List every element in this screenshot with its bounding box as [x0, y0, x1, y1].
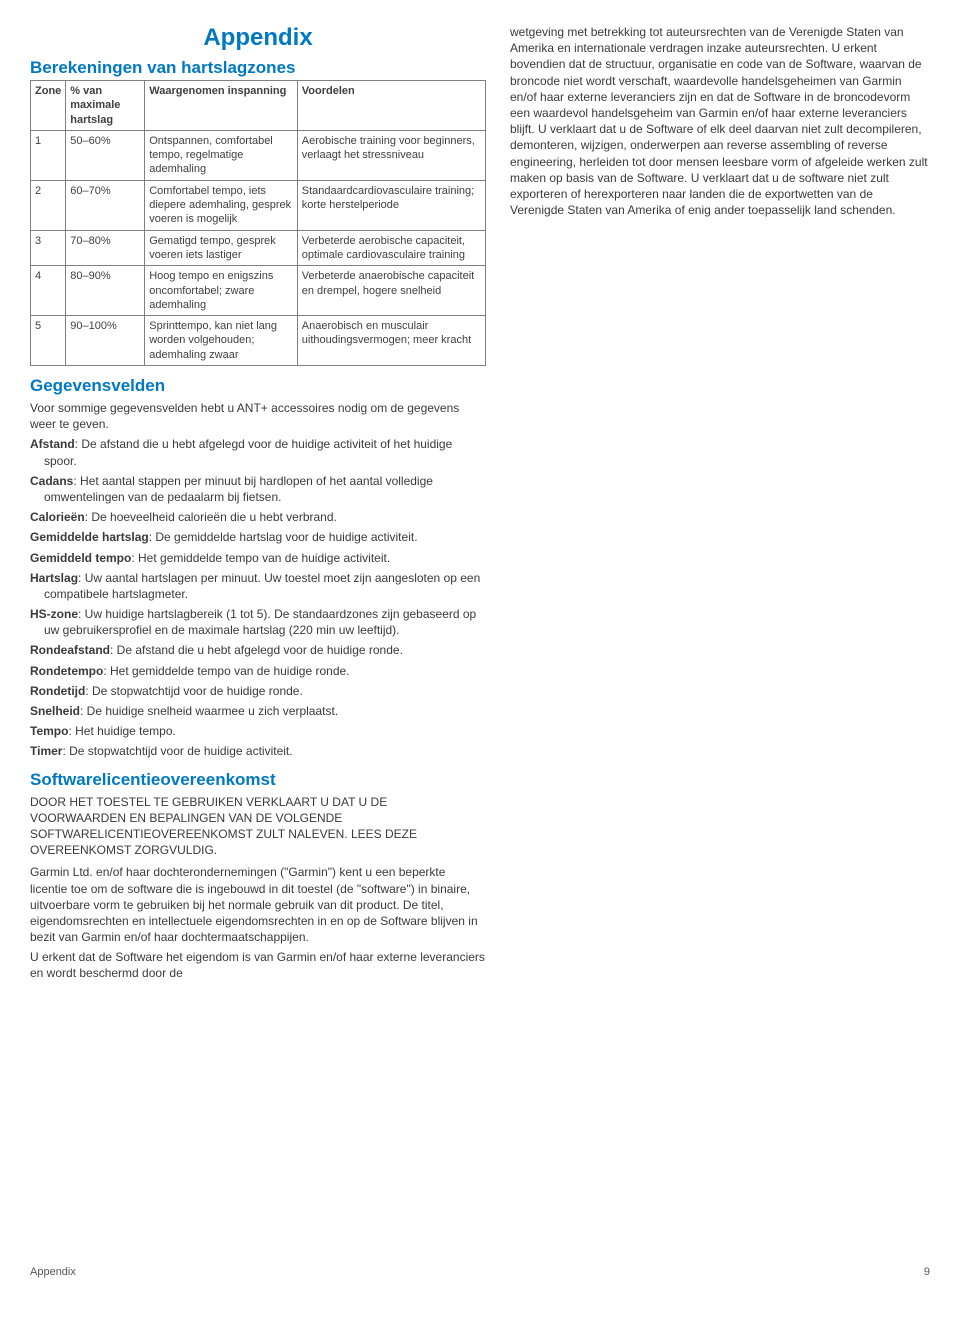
definition-desc: : De stopwatchtijd voor de huidige activ…: [62, 744, 292, 758]
table-cell: Gematigd tempo, gesprek voeren iets last…: [145, 230, 298, 266]
table-cell: Comfortabel tempo, iets diepere ademhali…: [145, 180, 298, 230]
table-cell: Sprinttempo, kan niet lang worden volgeh…: [145, 316, 298, 366]
hr-zone-table: Zone % van maximale hartslag Waargenomen…: [30, 80, 486, 366]
table-cell: 5: [31, 316, 66, 366]
definition-term: Calorieën: [30, 510, 85, 524]
license-p1: Garmin Ltd. en/of haar dochterondernemin…: [30, 864, 486, 945]
definition-term: Hartslag: [30, 571, 78, 585]
definition-term: Rondetijd: [30, 684, 85, 698]
license-body: Garmin Ltd. en/of haar dochterondernemin…: [30, 864, 486, 981]
definition-term: Gemiddelde hartslag: [30, 530, 149, 544]
table-cell: Ontspannen, comfortabel tempo, regelmati…: [145, 130, 298, 180]
definition-desc: : De stopwatchtijd voor de huidige ronde…: [85, 684, 302, 698]
gegevens-title: Gegevensvelden: [30, 376, 486, 396]
definition-item: Rondetempo: Het gemiddelde tempo van de …: [30, 663, 486, 679]
table-cell: 70–80%: [66, 230, 145, 266]
page-footer: Appendix 9: [30, 1252, 930, 1288]
definition-desc: : De huidige snelheid waarmee u zich ver…: [80, 704, 338, 718]
definition-desc: : Uw huidige hartslagbereik (1 tot 5). D…: [44, 607, 476, 637]
definition-desc: : De hoeveelheid calorieën die u hebt ve…: [85, 510, 337, 524]
table-row: 150–60%Ontspannen, comfortabel tempo, re…: [31, 130, 486, 180]
definition-term: Rondetempo: [30, 664, 103, 678]
definition-item: Gemiddelde hartslag: De gemiddelde harts…: [30, 529, 486, 545]
definition-term: Snelheid: [30, 704, 80, 718]
table-cell: Standaardcardiovasculaire training; kort…: [297, 180, 485, 230]
footer-page-number: 9: [924, 1266, 930, 1278]
right-column: wetgeving met betrekking tot auteursrech…: [510, 24, 930, 986]
right-col-text: wetgeving met betrekking tot auteursrech…: [510, 24, 930, 218]
th-effort: Waargenomen inspanning: [145, 81, 298, 131]
th-zone: Zone: [31, 81, 66, 131]
definition-item: Timer: De stopwatchtijd voor de huidige …: [30, 743, 486, 759]
definition-item: HS-zone: Uw huidige hartslagbereik (1 to…: [30, 606, 486, 638]
hr-section-title: Berekeningen van hartslagzones: [30, 58, 486, 78]
table-cell: Aerobische training voor beginners, verl…: [297, 130, 485, 180]
table-cell: 80–90%: [66, 266, 145, 316]
table-row: 260–70%Comfortabel tempo, iets diepere a…: [31, 180, 486, 230]
definition-item: Hartslag: Uw aantal hartslagen per minuu…: [30, 570, 486, 602]
gegevens-body: Voor sommige gegevensvelden hebt u ANT+ …: [30, 400, 486, 760]
page-container: Appendix Berekeningen van hartslagzones …: [0, 0, 960, 1288]
table-cell: 1: [31, 130, 66, 180]
appendix-heading: Appendix: [30, 24, 486, 52]
definition-item: Rondeafstand: De afstand die u hebt afge…: [30, 642, 486, 658]
definition-desc: : Het gemiddelde tempo van de huidige ro…: [103, 664, 349, 678]
table-row: 590–100%Sprinttempo, kan niet lang worde…: [31, 316, 486, 366]
definition-term: Rondeafstand: [30, 643, 110, 657]
table-cell: Anaerobisch en musculair uithoudingsverm…: [297, 316, 485, 366]
table-cell: 4: [31, 266, 66, 316]
definition-term: Timer: [30, 744, 62, 758]
footer-left: Appendix: [30, 1266, 76, 1278]
th-percent: % van maximale hartslag: [66, 81, 145, 131]
definition-desc: : Uw aantal hartslagen per minuut. Uw to…: [44, 571, 480, 601]
table-cell: 50–60%: [66, 130, 145, 180]
table-cell: 60–70%: [66, 180, 145, 230]
license-title: Softwarelicentieovereenkomst: [30, 770, 486, 790]
definition-item: Snelheid: De huidige snelheid waarmee u …: [30, 703, 486, 719]
definition-term: Gemiddeld tempo: [30, 551, 131, 565]
license-intro: DOOR HET TOESTEL TE GEBRUIKEN VERKLAART …: [30, 794, 486, 859]
table-cell: Verbeterde aerobische capaciteit, optima…: [297, 230, 485, 266]
definition-desc: : De afstand die u hebt afgelegd voor de…: [110, 643, 403, 657]
gegevens-intro: Voor sommige gegevensvelden hebt u ANT+ …: [30, 400, 486, 432]
definition-desc: : Het aantal stappen per minuut bij hard…: [44, 474, 433, 504]
two-column-layout: Appendix Berekeningen van hartslagzones …: [30, 24, 930, 986]
definition-item: Rondetijd: De stopwatchtijd voor de huid…: [30, 683, 486, 699]
table-row: 480–90%Hoog tempo en enigszins oncomfort…: [31, 266, 486, 316]
license-p2: U erkent dat de Software het eigendom is…: [30, 949, 486, 981]
table-cell: 3: [31, 230, 66, 266]
definition-term: Tempo: [30, 724, 68, 738]
definition-term: HS-zone: [30, 607, 78, 621]
definition-item: Tempo: Het huidige tempo.: [30, 723, 486, 739]
definition-item: Cadans: Het aantal stappen per minuut bi…: [30, 473, 486, 505]
definition-desc: : De gemiddelde hartslag voor de huidige…: [149, 530, 418, 544]
definition-desc: : Het gemiddelde tempo van de huidige ac…: [131, 551, 390, 565]
definition-item: Gemiddeld tempo: Het gemiddelde tempo va…: [30, 550, 486, 566]
definition-item: Afstand: De afstand die u hebt afgelegd …: [30, 436, 486, 468]
definition-desc: : De afstand die u hebt afgelegd voor de…: [44, 437, 452, 467]
definition-term: Cadans: [30, 474, 73, 488]
table-cell: 90–100%: [66, 316, 145, 366]
table-cell: Verbeterde anaerobische capaciteit en dr…: [297, 266, 485, 316]
th-benefits: Voordelen: [297, 81, 485, 131]
table-cell: Hoog tempo en enigszins oncomfortabel; z…: [145, 266, 298, 316]
definition-desc: : Het huidige tempo.: [68, 724, 175, 738]
definition-item: Calorieën: De hoeveelheid calorieën die …: [30, 509, 486, 525]
left-column: Appendix Berekeningen van hartslagzones …: [30, 24, 486, 986]
table-row: 370–80%Gematigd tempo, gesprek voeren ie…: [31, 230, 486, 266]
table-cell: 2: [31, 180, 66, 230]
definition-term: Afstand: [30, 437, 75, 451]
